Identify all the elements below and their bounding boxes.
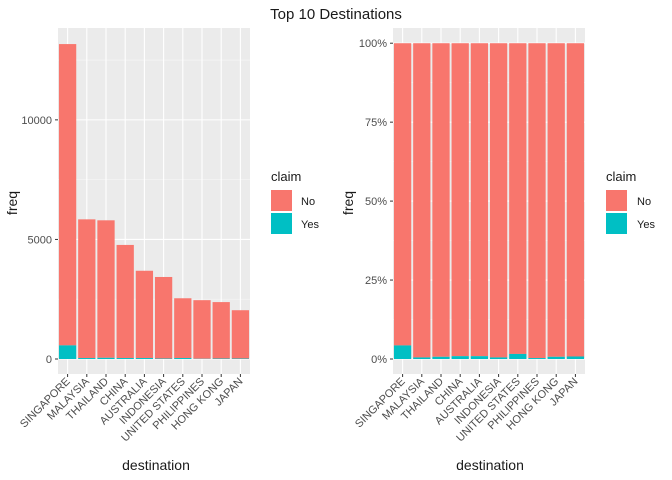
bar-no-hong-kong	[212, 302, 230, 359]
y-tick-label: 0	[46, 354, 52, 366]
legend-title: claim	[606, 169, 636, 184]
legend-label-no: No	[301, 196, 315, 208]
chart-title: Top 10 Destinations	[270, 6, 402, 23]
bar-no-australia	[470, 43, 489, 357]
bar-no-indonesia	[489, 43, 508, 358]
legend-label-yes: Yes	[637, 219, 655, 231]
legend-key-no	[606, 190, 627, 211]
bar-no-hong-kong	[547, 43, 565, 357]
bar-yes-indonesia	[489, 357, 508, 359]
y-axis-title: freq	[4, 191, 20, 215]
bar-yes-china	[116, 358, 134, 359]
bar-yes-china	[451, 356, 469, 359]
bar-yes-hong-kong	[547, 356, 565, 359]
bar-no-philippines	[193, 300, 211, 359]
legend-label-yes: Yes	[301, 219, 319, 231]
bar-yes-australia	[135, 358, 154, 359]
bar-yes-united-states	[174, 358, 192, 359]
bars	[393, 43, 585, 359]
bar-no-philippines	[528, 43, 546, 359]
bar-yes-singapore	[58, 345, 77, 359]
bar-yes-philippines	[528, 358, 546, 359]
y-ticks: 0% 25% 50% 75% 100%	[359, 38, 393, 366]
legend-key-no	[271, 190, 292, 211]
bar-no-china	[451, 43, 469, 357]
bar-no-china	[116, 244, 134, 359]
y-tick-label: 5000	[28, 234, 52, 246]
bars	[58, 44, 250, 359]
y-ticks: 0 5000 10000	[21, 115, 58, 366]
y-tick-label: 75%	[365, 117, 387, 129]
x-axis-title: destination	[122, 457, 190, 473]
bar-no-singapore	[393, 43, 412, 346]
y-tick-label: 25%	[365, 275, 387, 287]
legend-label-no: No	[637, 196, 651, 208]
x-ticks: SINGAPOREMALAYSIATHAILANDCHINAAUSTRALIAI…	[353, 374, 581, 444]
bar-no-indonesia	[154, 276, 173, 359]
bar-no-malaysia	[78, 219, 96, 359]
panel-right: 0% 25% 50% 75% 100% SINGAPOREMALAYSIATHAILAN…	[340, 28, 655, 473]
bar-yes-australia	[470, 356, 489, 359]
y-tick-label: 10000	[21, 115, 52, 127]
bar-no-japan	[566, 43, 585, 357]
bar-no-thailand	[432, 43, 450, 357]
legend: claim No Yes	[606, 169, 655, 234]
y-axis-title: freq	[340, 191, 356, 215]
bar-no-japan	[231, 310, 250, 359]
bar-yes-japan	[566, 356, 585, 359]
y-tick-label: 100%	[359, 38, 387, 50]
bar-no-australia	[135, 270, 154, 359]
panel-left: 0 5000 10000 SINGAPOREMALAYSIATHAILANDCHIN…	[4, 28, 319, 473]
y-tick-label: 0%	[371, 354, 387, 366]
legend-key-yes	[606, 213, 627, 234]
legend-title: claim	[271, 169, 301, 184]
bar-yes-thailand	[97, 357, 115, 359]
legend-key-yes	[271, 213, 292, 234]
bar-no-united-states	[509, 43, 527, 354]
bar-yes-singapore	[393, 345, 412, 359]
x-ticks: SINGAPOREMALAYSIATHAILANDCHINAAUSTRALIAI…	[18, 374, 246, 444]
y-tick-label: 50%	[365, 196, 387, 208]
bar-no-united-states	[174, 298, 192, 359]
bar-yes-united-states	[509, 353, 527, 359]
bar-yes-thailand	[432, 356, 450, 359]
bar-yes-malaysia	[413, 357, 431, 359]
bar-yes-malaysia	[78, 358, 96, 359]
bar-no-thailand	[97, 220, 115, 358]
bar-no-malaysia	[413, 43, 431, 358]
bar-no-singapore	[58, 44, 77, 346]
legend: claim No Yes	[271, 169, 319, 234]
x-axis-title: destination	[456, 457, 524, 473]
